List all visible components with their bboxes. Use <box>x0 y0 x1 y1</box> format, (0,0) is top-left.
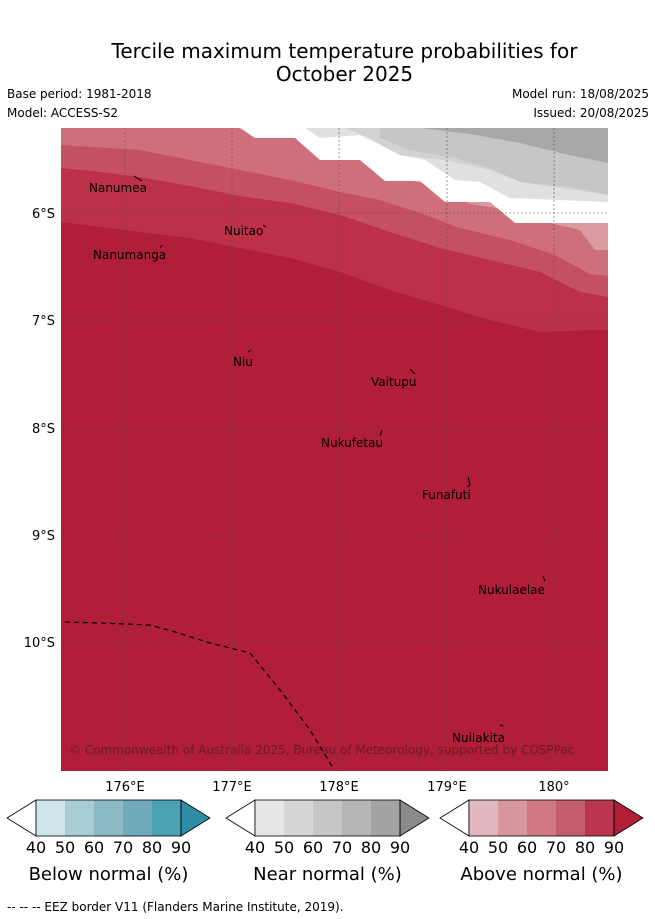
base-period: Base period: 1981-2018 <box>7 87 152 101</box>
place-nanumanga: Nanumanga <box>93 248 166 262</box>
near-colorbar-min-arrow <box>225 799 256 837</box>
near-normal-80-region <box>420 128 608 163</box>
place-nuitao: Nuitao <box>224 224 263 238</box>
map-title: Tercile maximum temperature probabilitie… <box>0 40 655 86</box>
lat-label-8s: 8°S <box>32 422 55 437</box>
near-colorbar-tick: 80 <box>361 838 381 857</box>
above-colorbar-max-arrow <box>613 799 644 837</box>
lon-label-176e: 176°E <box>105 780 145 795</box>
below-colorbar-min-arrow <box>6 799 37 837</box>
above-colorbar-tick: 90 <box>604 838 624 857</box>
copyright-notice: © Commonwealth of Australia 2025, Bureau… <box>69 743 574 757</box>
near-colorbar-tick: 40 <box>245 838 265 857</box>
island-marks <box>133 175 546 727</box>
place-vaitupu: Vaitupu <box>371 375 417 389</box>
above-colorbar-cell <box>585 800 614 836</box>
place-nukufetau: Nukufetau <box>321 436 383 450</box>
near-colorbar-tick: 60 <box>303 838 323 857</box>
below-colorbar-max-arrow <box>180 799 211 837</box>
below-colorbar-cell <box>123 800 152 836</box>
below-colorbar-tick: 50 <box>55 838 75 857</box>
above-normal-colorbar: 40 50 60 70 80 90 Above normal (%) <box>439 799 644 885</box>
above-colorbar-cell <box>498 800 527 836</box>
below-colorbar-cell <box>152 800 181 836</box>
near-colorbar-cell <box>371 800 400 836</box>
below-colorbar-tick: 80 <box>142 838 162 857</box>
above-colorbar-tick: 70 <box>546 838 566 857</box>
near-colorbar-tick: 50 <box>274 838 294 857</box>
place-nuilakita: Nuilakita <box>452 731 505 745</box>
title-line-1: Tercile maximum temperature probabilitie… <box>111 39 578 63</box>
model-name: Model: ACCESS-S2 <box>7 106 119 120</box>
issued-date: Issued: 20/08/2025 <box>533 106 649 120</box>
near-colorbar-max-arrow <box>399 799 430 837</box>
lat-label-7s: 7°S <box>32 314 55 329</box>
above-colorbar-tick: 80 <box>575 838 595 857</box>
probability-layer <box>61 128 608 771</box>
below-colorbar-outline <box>35 799 182 837</box>
near-colorbar-cell <box>255 800 284 836</box>
below-colorbar-tick: 40 <box>26 838 46 857</box>
title-line-2: October 2025 <box>275 62 414 86</box>
below-colorbar-cell <box>94 800 123 836</box>
above-colorbar-outline <box>468 799 615 837</box>
below-colorbar-tick: 70 <box>113 838 133 857</box>
above-colorbar-title: Above normal (%) <box>460 864 622 885</box>
below-normal-colorbar: 40 50 60 70 80 90 Below normal (%) <box>6 799 211 885</box>
lon-label-180: 180° <box>538 780 569 795</box>
place-nanumea: Nanumea <box>89 181 147 195</box>
place-nukulaelae: Nukulaelae <box>478 583 545 597</box>
near-colorbar-cell <box>284 800 313 836</box>
above-colorbar-tick: 60 <box>517 838 537 857</box>
below-colorbar-tick: 90 <box>171 838 191 857</box>
below-colorbar-cell <box>65 800 94 836</box>
lon-label-178e: 178°E <box>319 780 359 795</box>
near-colorbar-outline <box>254 799 401 837</box>
near-colorbar-title: Near normal (%) <box>253 864 402 885</box>
above-colorbar-cell <box>527 800 556 836</box>
place-funafuti: Funafuti <box>422 488 471 502</box>
above-colorbar-tick: 40 <box>459 838 479 857</box>
above-colorbar-cell <box>469 800 498 836</box>
lat-label-9s: 9°S <box>32 529 55 544</box>
colorbar-legends: 40 50 60 70 80 90 Below normal (%) 40 50 60 70 80 90… <box>6 799 644 885</box>
above-colorbar-min-arrow <box>439 799 470 837</box>
lat-label-6s: 6°S <box>32 207 55 222</box>
place-niu: Niu <box>233 355 253 369</box>
near-colorbar-cell <box>313 800 342 836</box>
near-normal-colorbar: 40 50 60 70 80 90 Near normal (%) <box>225 799 430 885</box>
near-colorbar-tick: 70 <box>332 838 352 857</box>
eez-border <box>64 621 334 769</box>
eez-footnote: -- -- -- EEZ border V11 (Flanders Marine… <box>7 900 344 914</box>
model-run: Model run: 18/08/2025 <box>511 87 649 101</box>
lat-label-10s: 10°S <box>24 636 55 651</box>
lon-label-179e: 179°E <box>427 780 467 795</box>
near-colorbar-tick: 90 <box>390 838 410 857</box>
above-colorbar-cell <box>556 800 585 836</box>
lon-label-177e: 177°E <box>212 780 252 795</box>
graticule <box>61 128 608 771</box>
below-colorbar-tick: 60 <box>84 838 104 857</box>
near-colorbar-cell <box>342 800 371 836</box>
below-colorbar-cell <box>36 800 65 836</box>
below-colorbar-title: Below normal (%) <box>29 864 189 885</box>
above-colorbar-tick: 50 <box>488 838 508 857</box>
